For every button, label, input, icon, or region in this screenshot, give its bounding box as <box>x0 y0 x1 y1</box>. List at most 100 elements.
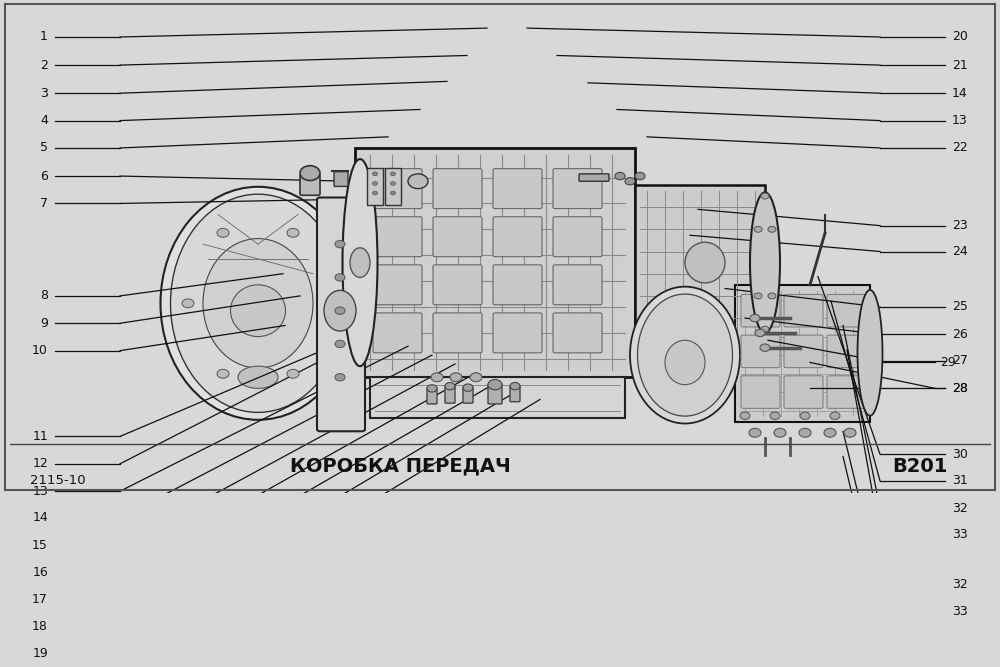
Ellipse shape <box>638 294 732 416</box>
Circle shape <box>431 373 443 382</box>
Text: 2: 2 <box>40 59 48 71</box>
Circle shape <box>427 385 437 392</box>
FancyBboxPatch shape <box>493 169 542 209</box>
Ellipse shape <box>630 287 740 424</box>
FancyBboxPatch shape <box>317 197 365 432</box>
Circle shape <box>774 428 786 437</box>
Circle shape <box>408 174 428 189</box>
Circle shape <box>625 177 635 185</box>
Circle shape <box>488 380 502 390</box>
Circle shape <box>768 293 776 299</box>
Circle shape <box>635 172 645 180</box>
Text: 26: 26 <box>952 328 968 341</box>
FancyBboxPatch shape <box>784 294 823 327</box>
FancyBboxPatch shape <box>553 265 602 305</box>
FancyBboxPatch shape <box>300 175 320 195</box>
Text: 25: 25 <box>952 301 968 313</box>
Text: 33: 33 <box>952 528 968 542</box>
Text: 10: 10 <box>32 344 48 357</box>
Text: 31: 31 <box>952 474 968 488</box>
Circle shape <box>322 299 334 307</box>
Circle shape <box>844 428 856 437</box>
Circle shape <box>750 314 760 321</box>
Circle shape <box>740 412 750 420</box>
Circle shape <box>761 326 769 332</box>
Text: 4: 4 <box>40 114 48 127</box>
Ellipse shape <box>685 242 725 283</box>
Circle shape <box>390 172 396 175</box>
Text: КОРОБКА ПЕРЕДАЧ: КОРОБКА ПЕРЕДАЧ <box>290 456 510 476</box>
FancyBboxPatch shape <box>741 335 780 368</box>
Text: 1: 1 <box>40 31 48 43</box>
FancyBboxPatch shape <box>579 174 609 181</box>
Text: 28: 28 <box>952 382 968 395</box>
Ellipse shape <box>238 366 278 388</box>
Text: 21: 21 <box>952 59 968 71</box>
Circle shape <box>800 412 810 420</box>
FancyBboxPatch shape <box>334 171 348 186</box>
Ellipse shape <box>160 187 356 420</box>
Text: 23: 23 <box>952 219 968 232</box>
FancyBboxPatch shape <box>493 217 542 257</box>
Circle shape <box>335 273 345 281</box>
Text: 5: 5 <box>40 141 48 155</box>
FancyBboxPatch shape <box>784 376 823 408</box>
FancyBboxPatch shape <box>373 169 422 209</box>
Circle shape <box>335 240 345 248</box>
Text: 19: 19 <box>32 648 48 660</box>
Circle shape <box>470 373 482 382</box>
FancyBboxPatch shape <box>493 265 542 305</box>
Text: В201: В201 <box>892 456 948 476</box>
FancyBboxPatch shape <box>553 169 602 209</box>
Circle shape <box>217 370 229 378</box>
Text: 27: 27 <box>952 354 968 368</box>
FancyBboxPatch shape <box>373 217 422 257</box>
Text: 3: 3 <box>40 87 48 99</box>
Circle shape <box>390 191 396 195</box>
Ellipse shape <box>170 194 346 412</box>
FancyBboxPatch shape <box>373 313 422 353</box>
Circle shape <box>217 228 229 237</box>
Text: 33: 33 <box>952 605 968 618</box>
Circle shape <box>390 181 396 185</box>
Circle shape <box>372 172 378 175</box>
FancyBboxPatch shape <box>433 313 482 353</box>
FancyBboxPatch shape <box>827 335 866 368</box>
Circle shape <box>761 193 769 199</box>
Circle shape <box>450 373 462 382</box>
Circle shape <box>300 165 320 181</box>
Circle shape <box>372 181 378 185</box>
FancyBboxPatch shape <box>827 376 866 408</box>
Text: 32: 32 <box>952 502 968 515</box>
Text: 20: 20 <box>952 31 968 43</box>
FancyBboxPatch shape <box>370 378 625 418</box>
FancyBboxPatch shape <box>635 185 765 340</box>
Circle shape <box>824 428 836 437</box>
Circle shape <box>335 340 345 348</box>
FancyBboxPatch shape <box>55 22 945 407</box>
Circle shape <box>335 374 345 381</box>
FancyBboxPatch shape <box>385 168 401 205</box>
Ellipse shape <box>203 239 313 368</box>
Circle shape <box>754 293 762 299</box>
Text: 12: 12 <box>32 458 48 470</box>
FancyBboxPatch shape <box>553 217 602 257</box>
FancyBboxPatch shape <box>367 168 383 205</box>
FancyBboxPatch shape <box>741 376 780 408</box>
Circle shape <box>510 382 520 390</box>
Ellipse shape <box>342 159 378 366</box>
Circle shape <box>615 172 625 180</box>
Circle shape <box>463 384 473 392</box>
FancyBboxPatch shape <box>827 294 866 327</box>
Text: 18: 18 <box>32 620 48 633</box>
Circle shape <box>335 307 345 314</box>
FancyBboxPatch shape <box>427 388 437 404</box>
Text: 30: 30 <box>952 448 968 461</box>
Ellipse shape <box>858 290 883 416</box>
FancyBboxPatch shape <box>463 387 473 403</box>
Circle shape <box>760 344 770 352</box>
FancyBboxPatch shape <box>553 313 602 353</box>
Text: 2115-10: 2115-10 <box>30 474 86 488</box>
Text: 14: 14 <box>32 512 48 524</box>
Circle shape <box>830 412 840 420</box>
